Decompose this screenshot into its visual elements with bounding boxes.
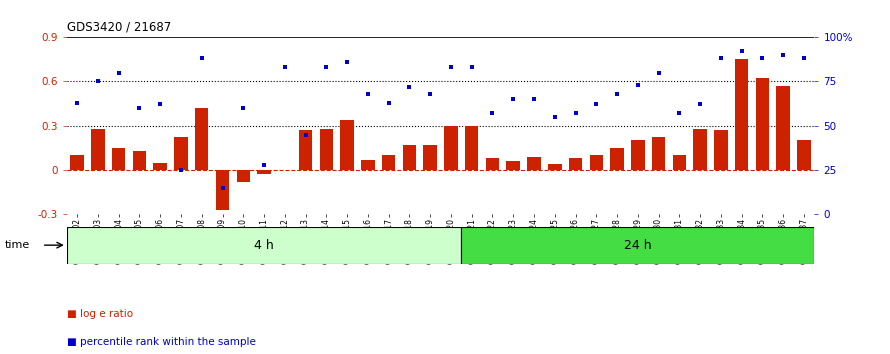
Bar (756, 79, 769, 170)
Bar (651, 137, 666, 170)
Point (236, 105, 250, 111)
Point (340, 59, 354, 65)
Point (402, 84, 417, 90)
Text: GDS3420 / 21687: GDS3420 / 21687 (67, 21, 171, 34)
Point (174, 167, 188, 173)
Point (298, 132, 312, 137)
Bar (797, 141, 811, 170)
Bar (693, 129, 707, 170)
Bar (257, 170, 271, 175)
Text: time: time (4, 240, 29, 250)
Bar (589, 155, 603, 170)
Point (756, 56, 770, 61)
Point (70, 100, 85, 105)
Text: ■ log e ratio: ■ log e ratio (67, 309, 133, 319)
Bar (153, 162, 167, 170)
Point (320, 64, 334, 70)
Bar (320, 129, 333, 170)
Point (360, 91, 375, 97)
Point (444, 64, 458, 70)
Point (631, 82, 645, 88)
Point (111, 70, 125, 75)
Point (485, 110, 499, 116)
Point (195, 56, 209, 61)
Bar (299, 130, 312, 170)
Point (133, 105, 147, 111)
Point (278, 64, 292, 70)
Bar (735, 59, 748, 170)
Bar (506, 161, 520, 170)
Point (734, 48, 748, 54)
Bar (112, 148, 125, 170)
Point (527, 96, 541, 102)
Point (91, 79, 105, 84)
Bar (174, 137, 188, 170)
Bar (527, 156, 541, 170)
Bar (340, 120, 354, 170)
Bar (215, 170, 230, 210)
Point (423, 91, 437, 97)
Bar (382, 155, 395, 170)
Point (257, 162, 271, 167)
Point (714, 56, 728, 61)
Bar (714, 130, 728, 170)
Bar (402, 145, 417, 170)
Bar (133, 151, 146, 170)
Point (651, 70, 666, 75)
Point (382, 100, 396, 105)
Bar (461, 227, 814, 264)
Point (693, 102, 708, 107)
Bar (673, 155, 686, 170)
Text: ■ percentile rank within the sample: ■ percentile rank within the sample (67, 337, 255, 347)
Bar (569, 158, 582, 170)
Bar (361, 160, 375, 170)
Point (589, 102, 603, 107)
Bar (237, 170, 250, 182)
Point (776, 52, 790, 58)
Bar (67, 227, 461, 264)
Bar (611, 148, 624, 170)
Bar (631, 141, 644, 170)
Point (465, 64, 479, 70)
Point (215, 185, 230, 190)
Text: 24 h: 24 h (624, 239, 651, 252)
Text: 4 h: 4 h (255, 239, 274, 252)
Bar (486, 158, 499, 170)
Point (569, 110, 583, 116)
Bar (195, 108, 208, 170)
Point (672, 110, 686, 116)
Bar (70, 155, 84, 170)
Bar (444, 126, 457, 170)
Bar (776, 86, 790, 170)
Bar (548, 164, 562, 170)
Point (547, 114, 562, 120)
Point (797, 56, 811, 61)
Point (506, 96, 521, 102)
Bar (465, 126, 479, 170)
Bar (424, 145, 437, 170)
Point (610, 91, 624, 97)
Bar (91, 129, 105, 170)
Point (153, 102, 167, 107)
